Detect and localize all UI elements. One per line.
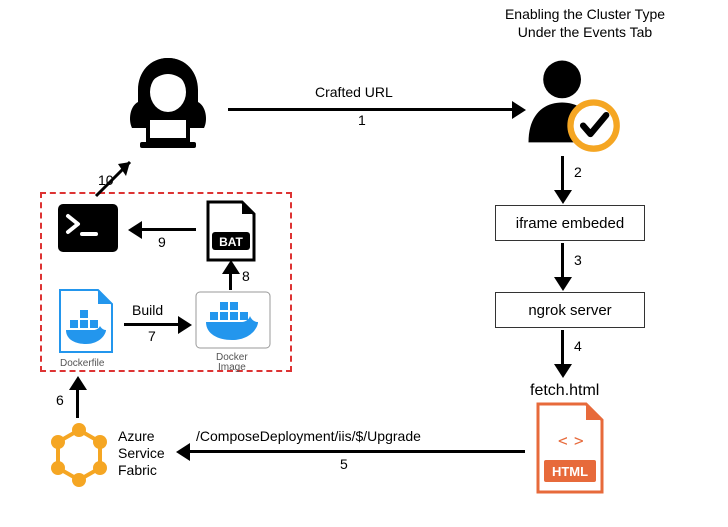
edge-8-line — [229, 272, 232, 290]
dockerimage-icon — [194, 290, 272, 350]
edge-9-head — [128, 221, 142, 239]
edge-5-num: 5 — [340, 456, 348, 472]
edge-5-line — [189, 450, 525, 453]
edge-8-head — [222, 260, 240, 274]
diagram-stage: Enabling the Cluster Type Under the Even… — [0, 0, 728, 527]
edge-9-line — [140, 228, 196, 231]
edge-8-num: 8 — [242, 268, 250, 284]
edge-1-label: Crafted URL — [315, 84, 393, 100]
title-line2: Under the Events Tab — [470, 24, 700, 40]
iframe-box: iframe embeded — [495, 205, 645, 241]
azure-l3: Fabric — [118, 462, 165, 479]
edge-6-num: 6 — [56, 392, 64, 408]
edge-1-head — [512, 101, 526, 119]
edge-9-num: 9 — [158, 234, 166, 250]
edge-7-num: 7 — [148, 328, 156, 344]
edge-7-line — [124, 323, 180, 326]
edge-6-line — [76, 388, 79, 418]
edge-1-num: 1 — [358, 112, 366, 128]
edge-3-head — [554, 277, 572, 291]
edge-10-num: 10 — [98, 172, 114, 188]
edge-1-line — [228, 108, 512, 111]
iframe-box-label: iframe embeded — [516, 215, 624, 232]
ngrok-box-label: ngrok server — [528, 302, 611, 319]
bat-file-icon: BAT — [202, 198, 260, 266]
user-check-icon — [518, 50, 623, 155]
svg-text:BAT: BAT — [219, 235, 243, 249]
edge-5-head — [176, 443, 190, 461]
svg-text:<: < — [558, 431, 568, 450]
dockerimage-l2: Image — [218, 362, 246, 373]
fetch-label: fetch.html — [530, 382, 599, 400]
dockerfile-icon — [54, 286, 118, 356]
dockerfile-label: Dockerfile — [60, 358, 104, 369]
edge-2-num: 2 — [574, 164, 582, 180]
terminal-icon — [56, 202, 120, 254]
title-line1: Enabling the Cluster Type — [470, 6, 700, 22]
edge-6-head — [69, 376, 87, 390]
azure-l1: Azure — [118, 428, 165, 445]
html-file-icon: < > HTML — [530, 402, 610, 496]
edge-3-num: 3 — [574, 252, 582, 268]
ngrok-box: ngrok server — [495, 292, 645, 328]
edge-2-line — [561, 156, 564, 192]
html-icon-label: HTML — [552, 464, 588, 479]
edge-4-num: 4 — [574, 338, 582, 354]
azure-l2: Service — [118, 445, 165, 462]
edge-4-head — [554, 364, 572, 378]
azure-label: Azure Service Fabric — [118, 428, 165, 478]
svg-text:>: > — [574, 431, 584, 450]
edge-7-head — [178, 316, 192, 334]
edge-4-line — [561, 330, 564, 366]
edge-7-label: Build — [132, 302, 163, 318]
hacker-icon — [118, 52, 218, 152]
edge-3-line — [561, 243, 564, 279]
edge-2-head — [554, 190, 572, 204]
azure-fabric-icon — [44, 420, 114, 490]
edge-5-label: /ComposeDeployment/iis/$/Upgrade — [196, 428, 421, 444]
